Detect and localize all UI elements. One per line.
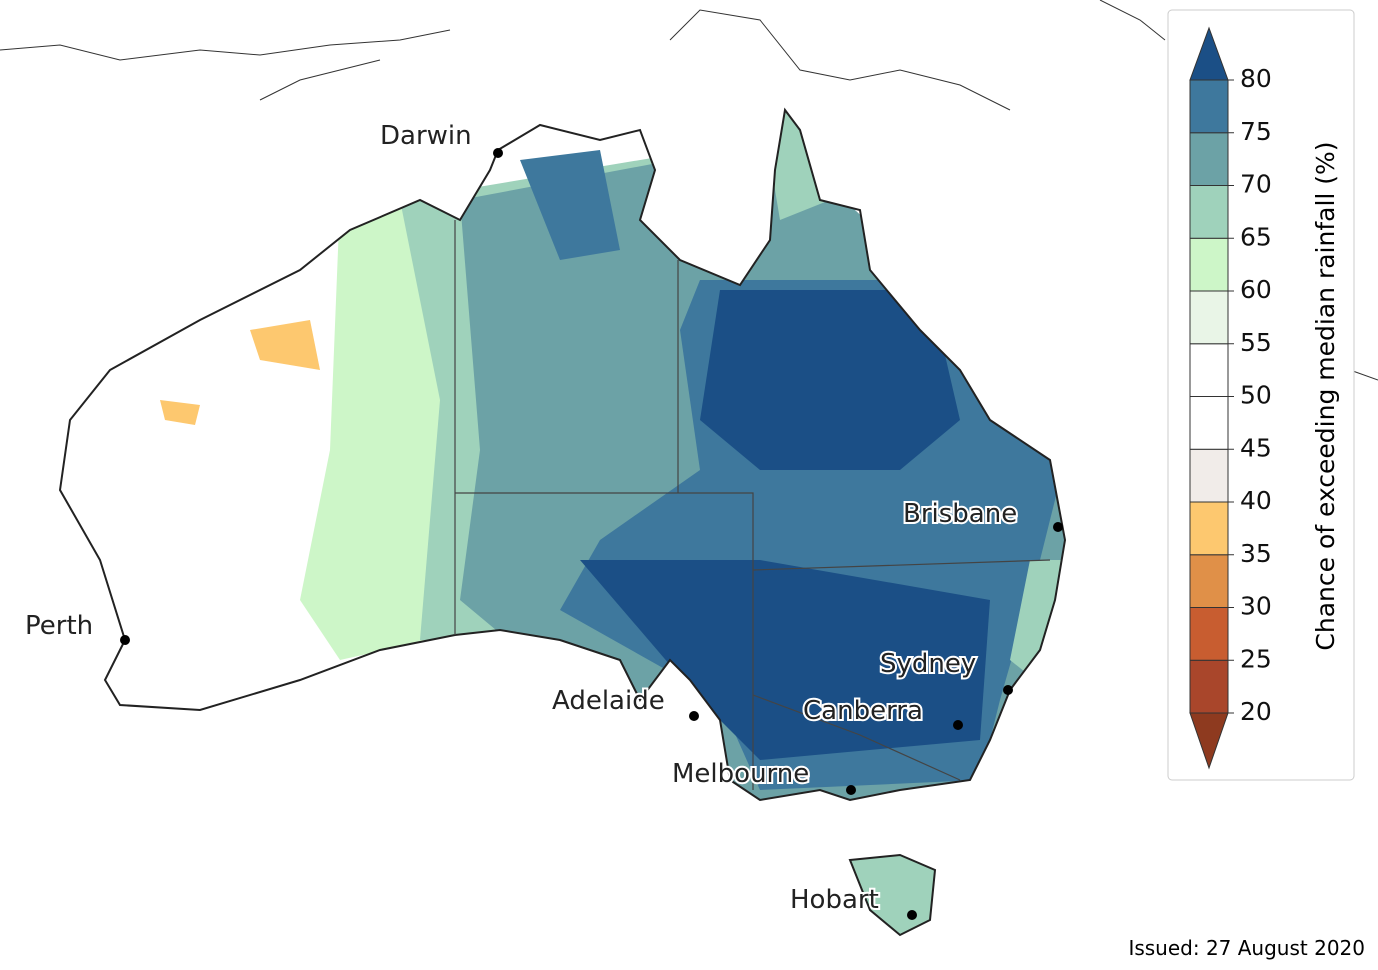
colorbar-segment xyxy=(1189,79,1229,134)
colorbar-segment xyxy=(1189,290,1229,345)
city-label: Perth xyxy=(25,611,93,641)
colorbar-segment xyxy=(1189,554,1229,608)
colorbar-tick-label: 60 xyxy=(1240,275,1272,304)
city-dot xyxy=(493,148,503,158)
city-label: Darwin xyxy=(380,121,472,151)
issued-date: Issued: 27 August 2020 xyxy=(1128,936,1365,960)
colorbar-tick-label: 40 xyxy=(1240,486,1272,515)
city-dot xyxy=(907,910,917,920)
city-label: Sydney xyxy=(880,649,976,679)
colorbar-tick-label: 70 xyxy=(1240,170,1272,199)
colorbar-segment xyxy=(1189,448,1229,503)
colorbar-tick-label: 50 xyxy=(1240,381,1272,410)
city-label: Melbourne xyxy=(672,759,809,789)
colorbar-segment xyxy=(1189,501,1229,556)
colorbar-segment xyxy=(1189,659,1229,714)
legend-title: Chance of exceeding median rainfall (%) xyxy=(1311,141,1340,650)
colorbar-under xyxy=(1189,712,1229,770)
colorbar-segment xyxy=(1189,343,1229,397)
colorbar-segment xyxy=(1189,607,1229,661)
colorbar-segment xyxy=(1189,132,1229,186)
colorbar-tick-label: 35 xyxy=(1240,539,1272,568)
colorbar-tick-label: 25 xyxy=(1240,644,1272,673)
city-dot xyxy=(120,635,130,645)
city-dot xyxy=(846,785,856,795)
city-label: Brisbane xyxy=(903,499,1017,529)
city-dot xyxy=(1003,685,1013,695)
city-label: Canberra xyxy=(803,696,923,726)
cities: Darwin Brisbane Perth Sydney Adelaide Ca… xyxy=(23,119,1063,920)
colorbar-tick-label: 75 xyxy=(1240,117,1272,146)
city-label: Adelaide xyxy=(552,686,665,716)
colorbar-tick-label: 65 xyxy=(1240,222,1272,251)
colorbar-segment xyxy=(1189,396,1229,450)
coastline xyxy=(58,107,1067,802)
colorbar-over xyxy=(1189,26,1229,81)
colorbar-tick-label: 55 xyxy=(1240,328,1272,357)
city-label: Hobart xyxy=(790,885,879,915)
city-dot xyxy=(953,720,963,730)
neighbour-coastlines xyxy=(0,0,1378,381)
colorbar: 20 25 30 35 40 45 50 55 60 65 70 75 80 xyxy=(1189,26,1272,770)
colorbar-segment xyxy=(1189,237,1229,292)
city-dot xyxy=(1053,522,1063,532)
city-dot xyxy=(689,711,699,721)
colorbar-segment xyxy=(1189,185,1229,239)
colorbar-tick-label: 80 xyxy=(1240,64,1272,93)
state-borders xyxy=(454,220,1051,790)
colorbar-tick-label: 20 xyxy=(1240,697,1272,726)
colorbar-tick-label: 30 xyxy=(1240,592,1272,621)
colorbar-tick-label: 45 xyxy=(1240,433,1272,462)
